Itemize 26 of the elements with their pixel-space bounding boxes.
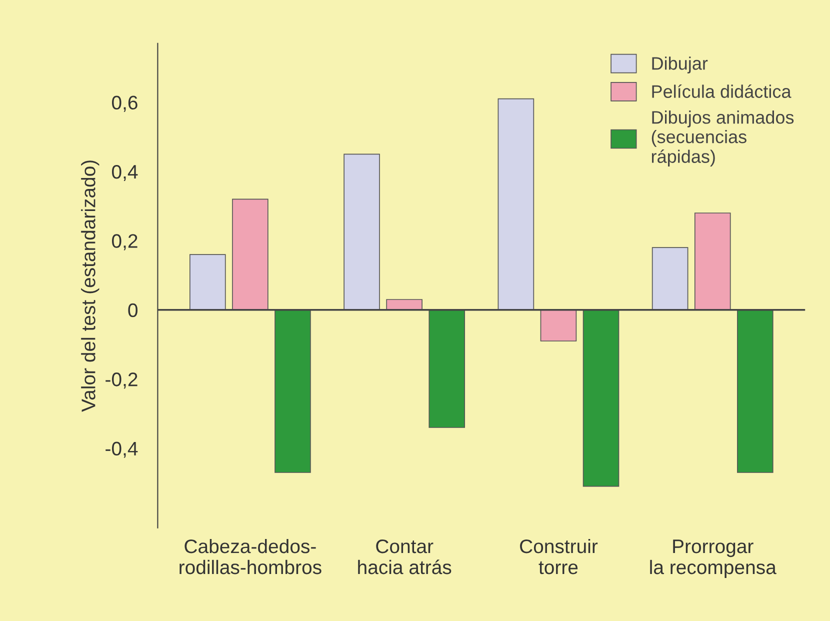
bar: [540, 309, 577, 342]
bar: [694, 212, 731, 310]
bar: [386, 299, 422, 310]
x-tick-label: Contar hacia atrás: [358, 539, 452, 574]
x-tick-label: Cabeza-dedos- rodillas-hombros: [180, 538, 322, 574]
x-tick-label: Construir torre: [520, 538, 598, 574]
bar: [498, 98, 534, 310]
y-tick-label: 0,2: [112, 234, 138, 250]
legend-label: Dibujar: [652, 56, 708, 74]
bar: [428, 309, 466, 428]
y-tick-label: 0: [128, 303, 138, 318]
bar: [737, 309, 774, 473]
bar: [652, 247, 688, 310]
y-tick-label: -0,2: [106, 372, 138, 389]
bar: [274, 309, 311, 473]
x-tick-label: Prorrogar la recompensa: [650, 540, 776, 578]
bar: [344, 154, 380, 310]
y-axis-title: Valor del test (estandarizado): [81, 160, 100, 412]
bar: [232, 198, 268, 310]
legend-label: Película didáctica: [652, 84, 792, 98]
y-tick-label: -0,4: [106, 442, 138, 458]
bar: [582, 309, 620, 487]
y-tick-label: 0,6: [112, 96, 138, 112]
bar: [189, 254, 226, 310]
y-tick-label: 0,4: [112, 164, 138, 182]
legend-label: Dibujos animados (secuencias rápidas): [652, 110, 794, 167]
